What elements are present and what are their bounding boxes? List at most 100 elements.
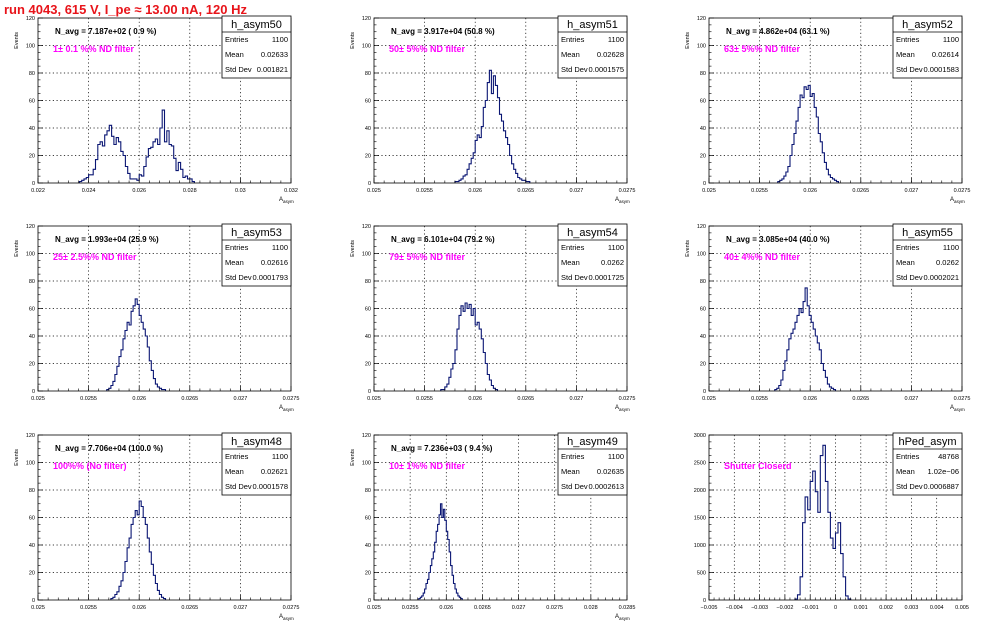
x-tick-label: 0.0275 <box>954 396 971 402</box>
stats-entries-label: Entries <box>225 452 249 461</box>
stats-box <box>892 223 963 287</box>
y-tick-label: 100 <box>362 461 371 467</box>
panel-title: N_avg = 7.706e+04 (100.0 %) <box>55 444 163 453</box>
stats-entries-value: 1100 <box>272 35 288 44</box>
y-tick-label: 20 <box>365 154 371 160</box>
x-axis-label: Aasym <box>950 197 965 204</box>
x-tick-label: 0.026 <box>132 605 146 611</box>
histogram-h_asym55 <box>774 287 837 391</box>
stats-std-dev-value: 0.0001793 <box>253 273 288 282</box>
y-tick-label: 60 <box>29 99 35 105</box>
y-tick-label: 120 <box>26 224 35 230</box>
stats-histogram-name: h_asym50 <box>231 19 282 31</box>
y-tick-label: 20 <box>29 154 35 160</box>
y-tick-label: 500 <box>697 571 706 577</box>
y-tick-label: 2500 <box>694 461 706 467</box>
y-axis-label: Events <box>14 449 20 466</box>
x-tick-label: 0.0265 <box>852 396 869 402</box>
stats-entries-label: Entries <box>896 452 920 461</box>
y-tick-label: 80 <box>700 71 706 77</box>
stats-std-dev-value: 0.0006887 <box>924 482 959 491</box>
histogram-h_asym49 <box>418 503 463 600</box>
y-tick-label: 120 <box>362 16 371 22</box>
x-tick-label: 0.027 <box>570 188 584 194</box>
y-tick-label: 80 <box>700 279 706 285</box>
y-axis-label: Events <box>14 32 20 49</box>
x-tick-label: 0.0275 <box>283 396 300 402</box>
stats-mean-value: 0.02628 <box>597 50 624 59</box>
x-tick-label: 0.0265 <box>181 396 198 402</box>
x-tick-label: 0.003 <box>905 605 919 611</box>
panel-title: N_avg = 6.101e+04 (79.2 %) <box>391 235 495 244</box>
stats-mean-label: Mean <box>896 467 915 476</box>
y-tick-label: 100 <box>26 44 35 50</box>
y-tick-label: 40 <box>29 126 35 132</box>
y-tick-label: 20 <box>365 362 371 368</box>
y-tick-label: 100 <box>697 252 706 258</box>
y-axis-label: Events <box>350 32 356 49</box>
stats-mean-value: 0.02616 <box>261 258 288 267</box>
x-axis-label: Aasym <box>615 405 630 412</box>
stats-box <box>892 15 963 79</box>
stats-std-dev-label: Std Dev <box>896 65 923 74</box>
stats-mean-label: Mean <box>225 258 244 267</box>
x-axis-label: Aasym <box>279 614 294 621</box>
y-tick-label: 80 <box>29 279 35 285</box>
stats-box <box>557 15 628 79</box>
x-tick-label: 0 <box>834 605 837 611</box>
y-tick-label: 0 <box>32 181 35 187</box>
y-tick-label: 80 <box>365 279 371 285</box>
x-tick-label: 0.024 <box>82 188 96 194</box>
stats-entries-value: 1100 <box>608 452 624 461</box>
stats-std-dev-value: 0.0002613 <box>589 482 624 491</box>
stats-mean-value: 0.02635 <box>597 467 624 476</box>
y-tick-label: 80 <box>365 71 371 77</box>
stats-mean-label: Mean <box>225 50 244 59</box>
stats-box <box>557 432 628 496</box>
stats-histogram-name: h_asym53 <box>231 227 282 239</box>
y-tick-label: 120 <box>697 224 706 230</box>
stats-box <box>892 432 963 496</box>
y-tick-label: 80 <box>29 71 35 77</box>
stats-histogram-name: hPed_asym <box>898 436 956 448</box>
x-tick-label: −0.005 <box>701 605 718 611</box>
stats-entries-label: Entries <box>225 243 249 252</box>
page-title: run 4043, 615 V, I_pe ≈ 13.00 nA, 120 Hz <box>4 2 247 17</box>
panel-h_asym52: 0.025 0.0255 0.026 0.0265 0.027 0.0275 0 20 40 60… <box>685 15 970 204</box>
x-axis-label: Aasym <box>950 405 965 412</box>
y-tick-label: 80 <box>365 488 371 494</box>
x-tick-label: 0.025 <box>31 396 45 402</box>
stats-mean-value: 0.02614 <box>932 50 959 59</box>
stats-std-dev-value: 0.001821 <box>257 65 288 74</box>
filter-annotation: 100%% (No filter) <box>53 461 127 471</box>
y-tick-label: 60 <box>365 307 371 313</box>
x-axis-label: Aasym <box>279 405 294 412</box>
y-tick-label: 40 <box>365 543 371 549</box>
y-tick-label: 120 <box>362 433 371 439</box>
x-tick-label: 0.001 <box>854 605 868 611</box>
x-tick-label: 0.0265 <box>517 188 534 194</box>
filter-annotation: 1± 0.1 %% ND filter <box>53 44 134 54</box>
y-tick-label: 0 <box>703 181 706 187</box>
stats-mean-label: Mean <box>561 258 580 267</box>
panel-title: N_avg = 3.917e+04 (50.8 %) <box>391 27 495 36</box>
panel-h_asym54: 0.025 0.0255 0.026 0.0265 0.027 0.0275 0 20 40 60… <box>350 223 635 412</box>
y-axis-label: Events <box>350 240 356 257</box>
stats-entries-label: Entries <box>225 35 249 44</box>
x-tick-label: 0.0255 <box>751 396 768 402</box>
x-tick-label: 0.0275 <box>283 605 300 611</box>
y-axis-label: Events <box>685 240 691 257</box>
x-tick-label: 0.026 <box>132 396 146 402</box>
stats-entries-value: 1100 <box>272 452 288 461</box>
y-tick-label: 20 <box>700 362 706 368</box>
x-tick-label: −0.003 <box>751 605 768 611</box>
stats-histogram-name: h_asym54 <box>567 227 618 239</box>
y-tick-label: 40 <box>29 334 35 340</box>
stats-entries-value: 1100 <box>608 243 624 252</box>
y-tick-label: 100 <box>697 44 706 50</box>
filter-annotation: 63± 5%% ND filter <box>724 44 800 54</box>
x-tick-label: 0.005 <box>955 605 969 611</box>
stats-mean-value: 1.02e−06 <box>928 467 960 476</box>
y-axis-label: Events <box>14 240 20 257</box>
y-tick-label: 40 <box>365 334 371 340</box>
